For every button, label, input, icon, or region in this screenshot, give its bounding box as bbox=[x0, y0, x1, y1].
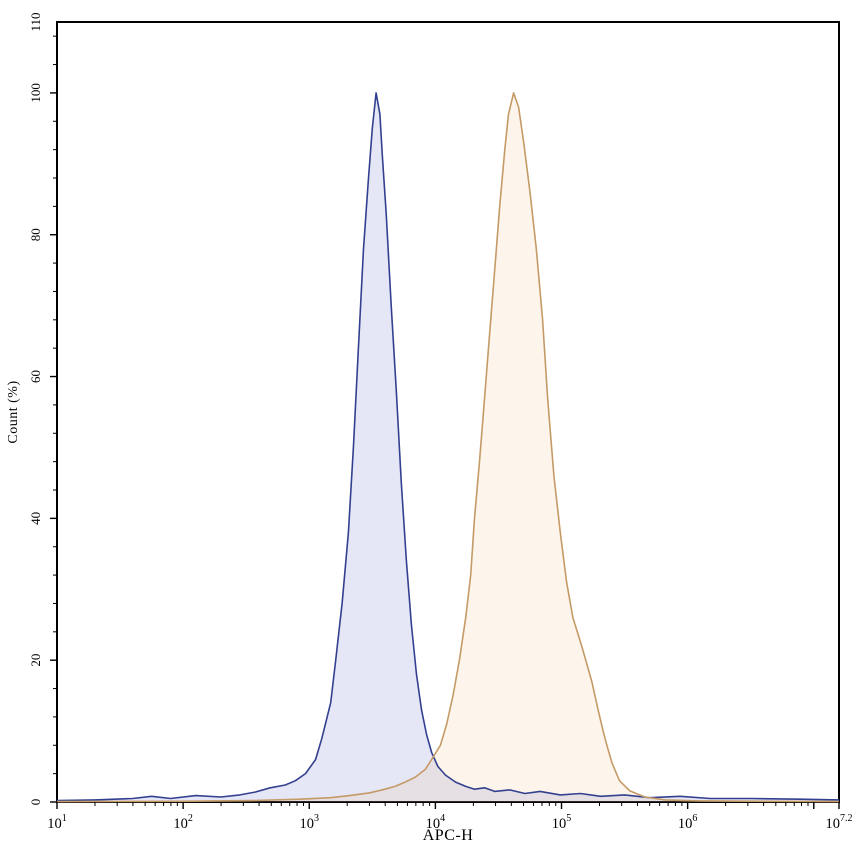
svg-text:104: 104 bbox=[426, 813, 446, 832]
svg-text:103: 103 bbox=[300, 813, 320, 832]
svg-text:107.2: 107.2 bbox=[826, 813, 853, 832]
curve-stained-population bbox=[56, 92, 840, 803]
svg-text:40: 40 bbox=[28, 512, 43, 525]
x-axis-title: APC-H bbox=[422, 827, 474, 844]
svg-text:101: 101 bbox=[47, 813, 67, 832]
y-axis-title: Count (%) bbox=[6, 380, 21, 444]
curve-unstained-control-population bbox=[56, 92, 840, 802]
svg-text:105: 105 bbox=[552, 813, 572, 832]
svg-text:100: 100 bbox=[28, 83, 43, 103]
plot-frame bbox=[56, 21, 840, 803]
svg-text:106: 106 bbox=[678, 813, 698, 832]
svg-text:80: 80 bbox=[28, 228, 43, 241]
x-axis-ticks bbox=[56, 802, 840, 809]
svg-text:20: 20 bbox=[28, 654, 43, 667]
svg-text:0: 0 bbox=[28, 799, 43, 806]
svg-text:102: 102 bbox=[173, 813, 193, 832]
x-axis-tick-labels: 101 102 103 104 105 106 107.2 bbox=[47, 813, 852, 832]
svg-text:110: 110 bbox=[28, 12, 43, 31]
y-axis-ticks bbox=[50, 35, 57, 803]
series-strokes bbox=[56, 92, 840, 803]
svg-text:60: 60 bbox=[28, 370, 43, 383]
y-axis-tick-labels: 0 20 40 60 80 100 110 bbox=[28, 12, 43, 805]
